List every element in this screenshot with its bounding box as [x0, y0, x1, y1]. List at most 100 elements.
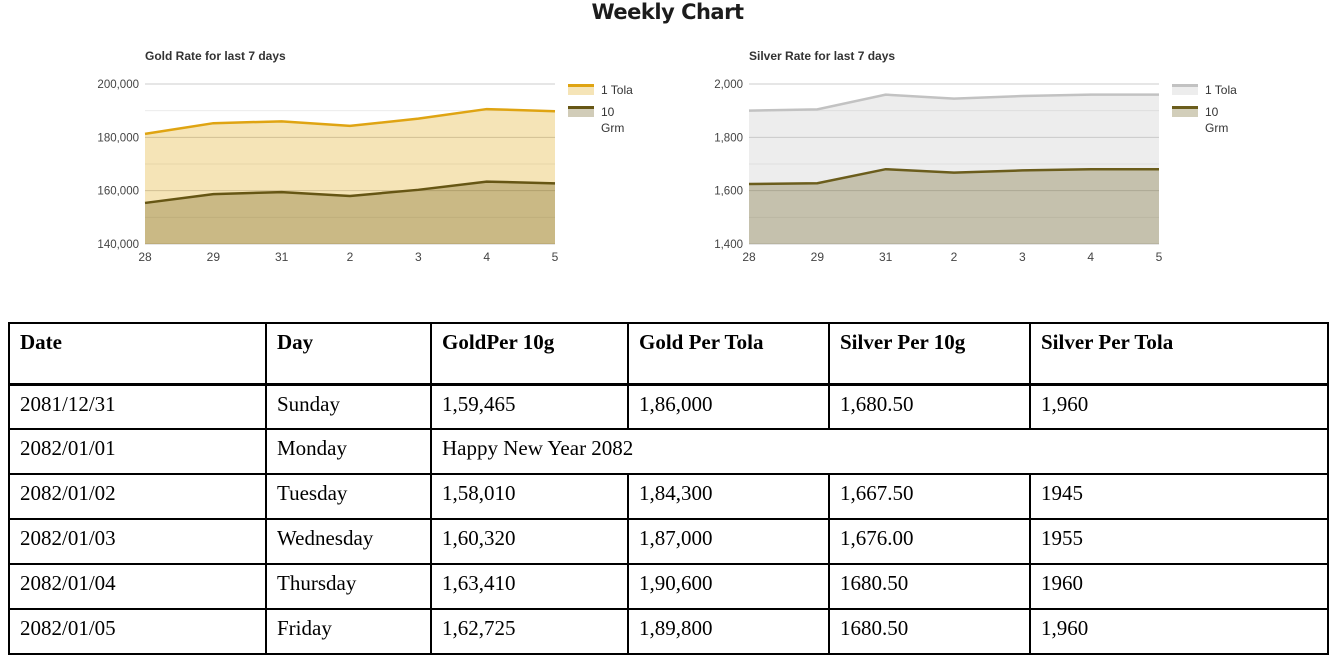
x-tick-label: 5	[552, 250, 559, 264]
table-cell: 2082/01/05	[8, 608, 267, 655]
table-cell: 1,84,300	[627, 473, 830, 520]
x-tick-label: 2	[347, 250, 354, 264]
gold-chart-legend: 1 Tola 10 Grm	[568, 82, 637, 143]
gold-10grm-swatch	[568, 106, 594, 118]
table-cell: 1,667.50	[828, 473, 1031, 520]
x-tick-label: 3	[415, 250, 422, 264]
table-cell: 1,62,725	[430, 608, 629, 655]
rates-table-body: 2081/12/31 Sunday 1,59,465 1,86,000 1,680.50…	[8, 383, 1329, 655]
legend-label: 10 Grm	[601, 105, 625, 136]
table-cell: 1,59,465	[430, 383, 629, 430]
x-tick-label: 2	[951, 250, 958, 264]
y-tick-label: 160,000	[97, 186, 139, 198]
legend-label: 10 Grm	[1205, 105, 1229, 136]
table-cell: 1,90,600	[627, 563, 830, 610]
table-cell: 2082/01/01	[8, 428, 267, 475]
series-area-10 Grm	[749, 169, 1159, 244]
x-tick-label: 3	[1019, 250, 1026, 264]
x-tick-label: 31	[275, 250, 289, 264]
page-title: Weekly Chart	[591, 0, 745, 24]
legend-entry-gold-10grm: 10 Grm	[568, 104, 637, 136]
table-cell: Friday	[265, 608, 432, 655]
column-header: Gold Per Tola	[627, 322, 830, 386]
header-row: Date Day GoldPer 10g Gold Per Tola Silver Pe…	[8, 322, 1329, 386]
table-cell: 1960	[1029, 563, 1329, 610]
table-cell: Happy New Year 2082	[430, 428, 1329, 475]
legend-entry-silver-10grm: 10 Grm	[1172, 104, 1241, 136]
series-line-10 Grm	[144, 180, 556, 205]
x-tick-label: 5	[1156, 250, 1163, 264]
silver-chart-legend: 1 Tola 10 Grm	[1172, 82, 1241, 143]
table-cell: 1,60,320	[430, 518, 629, 565]
silver-rate-chart: Silver Rate for last 7 days 1,400 1,600 1,…	[701, 45, 1261, 280]
legend-entry-silver-1tola: 1 Tola	[1172, 82, 1241, 98]
table-cell: 1680.50	[828, 608, 1031, 655]
x-tick-label: 4	[483, 250, 490, 264]
table-cell: Wednesday	[265, 518, 432, 565]
table-cell: 1945	[1029, 473, 1329, 520]
table-row: 2082/01/05 Friday 1,62,725 1,89,800 1680.50 1…	[8, 608, 1329, 655]
y-tick-label: 1,400	[714, 239, 743, 251]
table-cell: 1,680.50	[828, 383, 1031, 430]
table-cell: 1,86,000	[627, 383, 830, 430]
x-tick-label: 31	[879, 250, 893, 264]
column-header: Silver Per 10g	[828, 322, 1031, 386]
y-tick-label: 200,000	[97, 79, 139, 91]
y-tick-label: 1,600	[714, 186, 743, 198]
y-tick-label: 140,000	[97, 239, 139, 251]
series-area-1 Tola	[145, 109, 555, 244]
column-header: Day	[265, 322, 432, 386]
column-header: GoldPer 10g	[430, 322, 629, 386]
table-cell: 1,58,010	[430, 473, 629, 520]
silver-1tola-swatch	[1172, 84, 1198, 95]
gold-rate-chart: Gold Rate for last 7 days 140,000 160,000…	[97, 45, 657, 280]
table-cell: Thursday	[265, 563, 432, 610]
table-row: 2082/01/03 Wednesday 1,60,320 1,87,000 1,676…	[8, 518, 1329, 565]
table-cell: 1,63,410	[430, 563, 629, 610]
x-tick-label: 28	[138, 250, 152, 264]
table-row: 2082/01/02 Tuesday 1,58,010 1,84,300 1,667.5…	[8, 473, 1329, 520]
table-cell: Monday	[265, 428, 432, 475]
y-tick-label: 2,000	[714, 79, 743, 91]
gold-chart-plot: 140,000 160,000 180,000 200,000 28 29 31 2 3 4 5	[97, 79, 559, 264]
table-cell: 1,960	[1029, 608, 1329, 655]
table-cell: 2081/12/31	[8, 383, 267, 430]
table-cell: 2082/01/02	[8, 473, 267, 520]
table-cell: 1,87,000	[627, 518, 830, 565]
rates-table-header: Date Day GoldPer 10g Gold Per Tola Silver Pe…	[8, 322, 1329, 386]
gold-chart-title: Gold Rate for last 7 days	[145, 49, 286, 63]
gold-1tola-swatch	[568, 84, 594, 95]
x-tick-label: 4	[1087, 250, 1094, 264]
series-area-1 Tola	[749, 94, 1159, 245]
table-row: 2082/01/04 Thursday 1,63,410 1,90,600 1680.5…	[8, 563, 1329, 610]
legend-entry-gold-1tola: 1 Tola	[568, 82, 637, 98]
silver-10grm-swatch	[1172, 106, 1198, 118]
column-header: Silver Per Tola	[1029, 322, 1329, 386]
table-cell: 2082/01/03	[8, 518, 267, 565]
rates-table: Date Day GoldPer 10g Gold Per Tola Silver Pe…	[8, 322, 1329, 655]
x-tick-label: 29	[207, 250, 221, 264]
table-row: 2081/12/31 Sunday 1,59,465 1,86,000 1,680.50…	[8, 383, 1329, 430]
silver-chart-title: Silver Rate for last 7 days	[749, 49, 896, 63]
silver-chart-plot: 1,400 1,600 1,800 2,000 28 29 31 2 3 4 5	[714, 79, 1163, 264]
column-header: Date	[8, 322, 267, 386]
table-cell: Tuesday	[265, 473, 432, 520]
x-tick-label: 29	[811, 250, 825, 264]
table-row: 2082/01/01 Monday Happy New Year 2082	[8, 428, 1329, 475]
legend-label: 1 Tola	[1205, 83, 1237, 97]
table-cell: 1,960	[1029, 383, 1329, 430]
legend-label: 1 Tola	[601, 83, 633, 97]
series-area-10 Grm	[145, 181, 555, 244]
table-cell: 1,89,800	[627, 608, 830, 655]
table-cell: 2082/01/04	[8, 563, 267, 610]
series-line-1 Tola	[748, 93, 1159, 112]
table-cell: Sunday	[265, 383, 432, 430]
y-tick-label: 1,800	[714, 132, 743, 144]
table-cell: 1955	[1029, 518, 1329, 565]
table-cell: 1,676.00	[828, 518, 1031, 565]
series-line-10 Grm	[748, 167, 1159, 186]
table-cell: 1680.50	[828, 563, 1031, 610]
y-tick-label: 180,000	[97, 132, 139, 144]
series-line-1 Tola	[144, 107, 556, 136]
x-tick-label: 28	[742, 250, 756, 264]
